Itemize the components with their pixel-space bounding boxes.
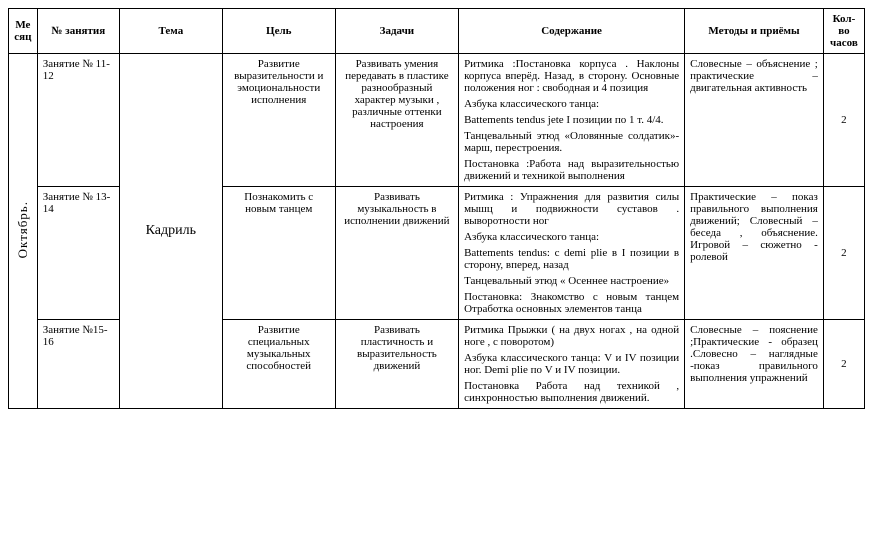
theme-cell: Кадриль [119,54,222,409]
hours-cell: 2 [823,187,864,320]
hours-cell: 2 [823,320,864,409]
goal-cell: Развитие выразительности и эмоциональнос… [222,54,335,187]
month-cell: Октябрь. [9,54,38,409]
content-cell: Ритмика :Постановка корпуса . Наклоны ко… [459,54,685,187]
table-header-row: Месяц № занятия Тема Цель Задачи Содержа… [9,9,865,54]
methods-cell: Словесные – пояснение ;Практические - об… [685,320,824,409]
lesson-cell: Занятие № 11-12 [37,54,119,187]
col-month: Месяц [9,9,38,54]
col-methods: Методы и приёмы [685,9,824,54]
col-theme: Тема [119,9,222,54]
content-line: Постановка Работа над техникой , синхрон… [464,380,679,404]
content-line: Ритмика Прыжки ( на двух ногах , на одно… [464,324,679,348]
content-line: Battements tendus: c demi plie в I позиц… [464,247,679,271]
methods-cell: Словесные – объяснение ; практические – … [685,54,824,187]
goal-cell: Развитие специальных музыкальных способн… [222,320,335,409]
content-cell: Ритмика : Упражнения для развития силы м… [459,187,685,320]
lesson-cell: Занятие №15-16 [37,320,119,409]
content-line: Танцевальный этюд «Оловянные солдатик»- … [464,130,679,154]
table-body: Октябрь. Занятие № 11-12 Кадриль Развити… [9,54,865,409]
curriculum-table: Месяц № занятия Тема Цель Задачи Содержа… [8,8,865,409]
tasks-cell: Развивать пластичность и выразительность… [335,320,458,409]
col-hours: Кол-во часов [823,9,864,54]
hours-cell: 2 [823,54,864,187]
month-label: Октябрь. [16,201,29,258]
methods-cell: Практические – показ правильного выполне… [685,187,824,320]
col-tasks: Задачи [335,9,458,54]
tasks-cell: Развивать музыкальность в исполнении дви… [335,187,458,320]
content-line: Танцевальный этюд « Осеннее настроение» [464,275,679,287]
goal-cell: Познакомить с новым танцем [222,187,335,320]
content-line: Азбука классического танца: V и IV позиц… [464,352,679,376]
content-line: Азбука классического танца: [464,98,679,110]
content-line: Ритмика :Постановка корпуса . Наклоны ко… [464,58,679,94]
tasks-cell: Развивать умения передавать в пластике р… [335,54,458,187]
content-cell: Ритмика Прыжки ( на двух ногах , на одно… [459,320,685,409]
col-lesson: № занятия [37,9,119,54]
table-row: Октябрь. Занятие № 11-12 Кадриль Развити… [9,54,865,187]
content-line: Азбука классического танца: [464,231,679,243]
lesson-cell: Занятие № 13-14 [37,187,119,320]
col-content: Содержание [459,9,685,54]
content-line: Battements tendus jete I позиции по 1 т.… [464,114,679,126]
content-line: Постановка :Работа над выразительностью … [464,158,679,182]
content-line: Постановка: Знакомство с новым танцем От… [464,291,679,315]
content-line: Ритмика : Упражнения для развития силы м… [464,191,679,227]
col-goal: Цель [222,9,335,54]
